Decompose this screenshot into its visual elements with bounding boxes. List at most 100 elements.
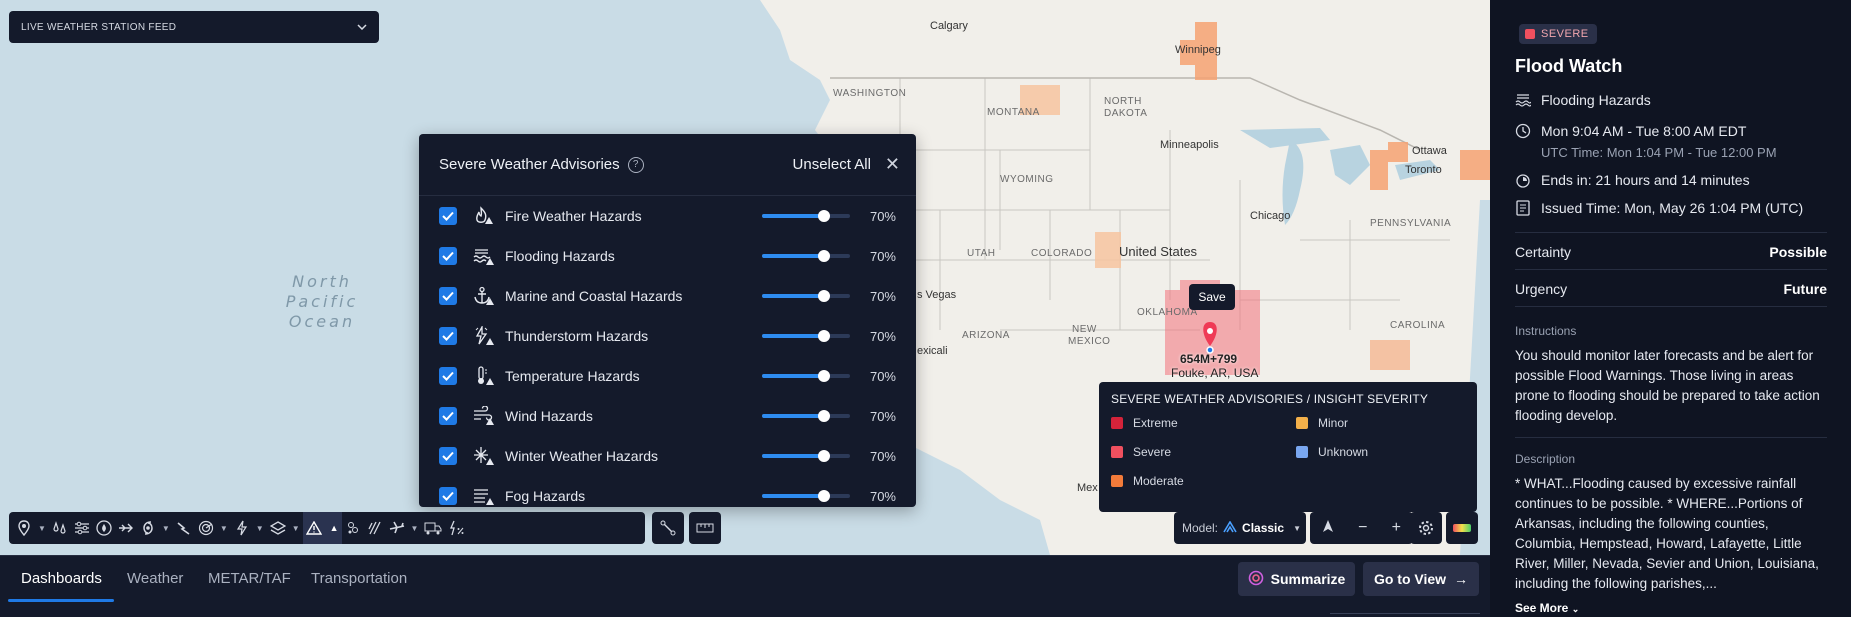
close-icon[interactable]: ✕ xyxy=(884,154,900,174)
instructions-text: You should monitor later forecasts and b… xyxy=(1515,348,1820,423)
checkbox[interactable] xyxy=(439,327,457,345)
zoom-in-button[interactable]: + xyxy=(1391,519,1401,536)
go-to-view-button[interactable]: Go to View → xyxy=(1363,562,1479,596)
certainty-label: Certainty xyxy=(1515,244,1572,260)
save-button[interactable]: Save xyxy=(1189,284,1235,310)
opacity-slider[interactable] xyxy=(762,450,850,462)
warning-triangle-icon[interactable]: ▲ xyxy=(302,512,342,544)
opacity-slider[interactable] xyxy=(762,290,850,302)
feed-dropdown[interactable]: LIVE WEATHER STATION FEED xyxy=(9,11,379,43)
layers-icon[interactable] xyxy=(267,512,289,544)
slider-handle[interactable] xyxy=(817,490,830,502)
see-more-link[interactable]: See More ⌄ xyxy=(1515,601,1579,615)
advisory-row: Winter Weather Hazards 70% xyxy=(419,436,916,476)
city-winnipeg: Winnipeg xyxy=(1175,44,1221,56)
power-bolt-icon[interactable] xyxy=(231,512,253,544)
advisory-row: Fog Hazards 70% xyxy=(419,476,916,507)
caret-down-icon[interactable]: ▼ xyxy=(161,523,170,533)
tab-dashboards[interactable]: Dashboards xyxy=(21,570,102,587)
slider-handle[interactable] xyxy=(817,290,830,302)
caret-down-icon[interactable]: ▼ xyxy=(219,523,228,533)
airplane-icon[interactable] xyxy=(386,512,408,544)
advisory-label: Fire Weather Hazards xyxy=(505,208,642,224)
rain-streak-icon[interactable] xyxy=(364,512,386,544)
go-to-view-label: Go to View xyxy=(1373,571,1447,587)
state-arizona: ARIZONA xyxy=(962,330,1010,341)
chevron-down-icon xyxy=(357,22,367,33)
checkbox[interactable] xyxy=(439,407,457,425)
checkbox[interactable] xyxy=(439,447,457,465)
state-new-mexico-2: MEXICO xyxy=(1068,336,1111,347)
checkbox[interactable] xyxy=(439,487,457,505)
divider xyxy=(1515,269,1827,270)
state-oklahoma: OKLAHOMA xyxy=(1137,307,1198,318)
opacity-slider[interactable] xyxy=(762,330,850,342)
legend-label: Extreme xyxy=(1133,416,1178,430)
opacity-slider[interactable] xyxy=(762,490,850,502)
caret-down-icon[interactable]: ▼ xyxy=(291,523,300,533)
country-mexico: Mex xyxy=(1077,482,1098,494)
pollen-icon[interactable] xyxy=(342,512,364,544)
thermometer-icon xyxy=(471,366,497,386)
route-icon[interactable] xyxy=(652,512,684,544)
active-tab-indicator xyxy=(8,599,114,602)
ends-in: Ends in: 21 hours and 14 minutes xyxy=(1541,172,1750,188)
map-pin-icon xyxy=(1203,322,1217,354)
zoom-out-button[interactable]: − xyxy=(1358,519,1368,536)
ruler-icon[interactable] xyxy=(689,512,721,544)
slider-handle[interactable] xyxy=(817,450,830,462)
storm-percent-icon[interactable] xyxy=(445,512,467,544)
model-selector[interactable]: Model: Classic ▼ xyxy=(1174,512,1306,544)
timer-icon xyxy=(1515,172,1531,188)
feed-dropdown-label: LIVE WEATHER STATION FEED xyxy=(21,21,177,33)
document-icon xyxy=(1515,200,1531,216)
wind-icon xyxy=(471,406,497,426)
state-north-dakota: NORTH xyxy=(1104,96,1142,107)
checkbox[interactable] xyxy=(439,247,457,265)
map-nav-controls: − + xyxy=(1310,512,1413,544)
help-icon[interactable]: ? xyxy=(627,156,644,173)
weather-map[interactable]: North Pacific Ocean Calgary Winnipeg WAS… xyxy=(0,0,1490,555)
precipitation-icon[interactable] xyxy=(49,512,71,544)
wildfire-icon[interactable] xyxy=(93,512,115,544)
flow-arrow-icon[interactable] xyxy=(115,512,137,544)
ocean-label: North Pacific Ocean xyxy=(285,272,359,331)
caret-down-icon[interactable]: ▼ xyxy=(38,523,46,533)
model-value: Classic xyxy=(1242,521,1285,535)
checkbox[interactable] xyxy=(439,287,457,305)
slider-handle[interactable] xyxy=(817,330,830,342)
north-arrow-icon[interactable] xyxy=(1322,519,1334,538)
tab-metar-taf[interactable]: METAR/TAF xyxy=(208,570,291,587)
advisory-label: Fog Hazards xyxy=(505,488,586,504)
opacity-slider[interactable] xyxy=(762,410,850,422)
advisory-title: Flood Watch xyxy=(1515,56,1623,76)
slider-handle[interactable] xyxy=(817,210,830,222)
lightning-strike-icon[interactable] xyxy=(173,512,195,544)
slider-handle[interactable] xyxy=(817,410,830,422)
hurricane-icon[interactable] xyxy=(137,512,159,544)
tab-transportation[interactable]: Transportation xyxy=(311,570,408,587)
slider-handle[interactable] xyxy=(817,250,830,262)
radar-icon[interactable] xyxy=(195,512,217,544)
legend-item: Unknown xyxy=(1296,445,1446,459)
color-palette-icon[interactable] xyxy=(1446,512,1478,544)
divider xyxy=(1515,306,1827,307)
opacity-slider[interactable] xyxy=(762,210,850,222)
checkbox[interactable] xyxy=(439,367,457,385)
slider-handle[interactable] xyxy=(817,370,830,382)
opacity-slider[interactable] xyxy=(762,370,850,382)
opacity-slider[interactable] xyxy=(762,250,850,262)
location-pin-icon[interactable] xyxy=(13,512,35,544)
caret-down-icon[interactable]: ▼ xyxy=(255,523,264,533)
arrow-right-icon: → xyxy=(1454,571,1469,587)
caret-down-icon[interactable]: ▼ xyxy=(410,523,419,533)
unselect-all-button[interactable]: Unselect All xyxy=(792,156,871,173)
settings-gear-icon[interactable] xyxy=(1410,512,1442,544)
tab-weather[interactable]: Weather xyxy=(127,570,184,587)
certainty-value: Possible xyxy=(1769,244,1827,260)
truck-icon[interactable] xyxy=(421,512,445,544)
summarize-button[interactable]: Summarize xyxy=(1238,562,1355,596)
filters-icon[interactable] xyxy=(71,512,93,544)
opacity-value: 70% xyxy=(869,248,896,264)
checkbox[interactable] xyxy=(439,207,457,225)
